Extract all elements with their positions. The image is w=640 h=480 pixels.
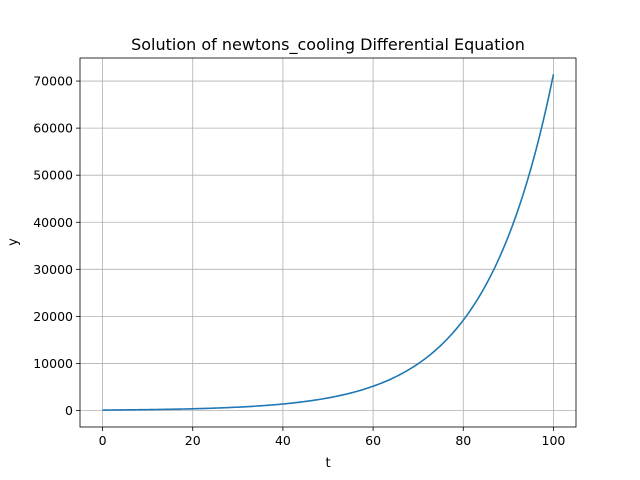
x-tick-label: 0 [99, 433, 107, 448]
y-tick-label: 10000 [33, 356, 73, 371]
y-tick-label: 50000 [33, 168, 73, 183]
y-tick-label: 40000 [33, 215, 73, 230]
x-gridlines [102, 58, 554, 427]
x-tick-label: 80 [455, 433, 471, 448]
y-tick-label: 0 [65, 403, 73, 418]
y-tick-label: 60000 [33, 121, 73, 136]
y-tick-label: 70000 [33, 74, 73, 89]
axes-frame [79, 57, 577, 428]
x-tick-label: 40 [275, 433, 291, 448]
y-axis-label: y [6, 238, 21, 246]
series-line [102, 74, 555, 411]
x-axis-ticks: 0 20 40 60 80 100 [99, 427, 566, 448]
chart-title: Solution of newtons_cooling Differential… [131, 35, 525, 55]
series-layer [102, 74, 555, 411]
x-axis-label: t [325, 456, 330, 471]
x-tick-label: 100 [542, 433, 566, 448]
plot-area [80, 58, 576, 427]
y-axis-ticks: 0 10000 20000 30000 40000 50000 60000 70000 [33, 74, 80, 418]
x-tick-label: 60 [365, 433, 381, 448]
y-tick-label: 20000 [33, 309, 73, 324]
x-tick-label: 20 [185, 433, 201, 448]
y-tick-label: 30000 [33, 262, 73, 277]
